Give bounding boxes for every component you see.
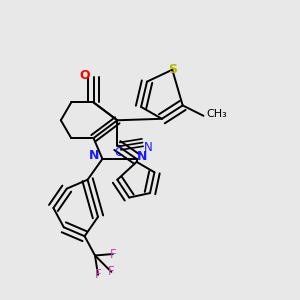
- Text: F: F: [108, 266, 115, 278]
- Text: S: S: [168, 63, 177, 76]
- Text: C: C: [115, 146, 123, 159]
- Text: N: N: [137, 150, 147, 163]
- Text: N: N: [144, 141, 153, 154]
- Text: F: F: [95, 268, 101, 281]
- Text: O: O: [79, 69, 90, 82]
- Text: F: F: [110, 248, 116, 260]
- Text: CH₃: CH₃: [206, 109, 227, 119]
- Text: N: N: [89, 149, 99, 162]
